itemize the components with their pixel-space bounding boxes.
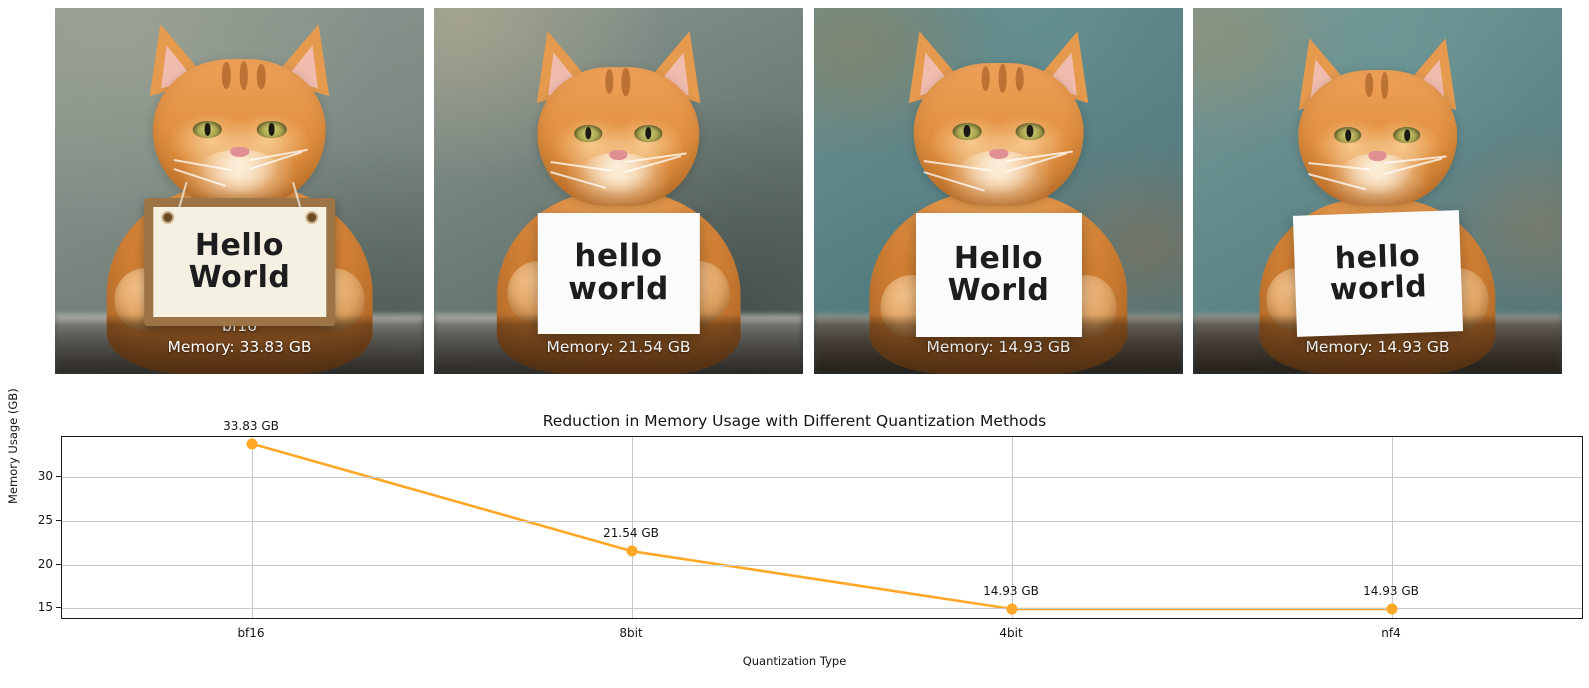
gridline-horizontal (62, 477, 1582, 479)
data-point-label: 21.54 GB (603, 526, 659, 541)
sign-text-line2: world (1328, 269, 1428, 309)
x-tick-label: nf4 (1381, 626, 1401, 640)
gallery-card-bf16[interactable]: Hello World bf16 Memory: 33.83 GB (55, 8, 424, 374)
sign-text-line1: Hello (194, 228, 285, 264)
data-point-label: 33.83 GB (223, 418, 279, 433)
y-tick-label: 30 (37, 469, 53, 484)
sign-text-line1: hello (574, 238, 663, 275)
data-point-label: 14.93 GB (1363, 583, 1419, 598)
gallery-card-8bit[interactable]: hello world 8bit Memory: 21.54 GB (434, 8, 803, 374)
caption-memory: Memory: 14.93 GB (1305, 337, 1450, 356)
caption-memory: Memory: 14.93 GB (926, 337, 1071, 356)
series-line (250, 442, 1394, 611)
y-axis-ticks: 30 25 20 15 (0, 436, 61, 619)
sign-text-line2: world (568, 271, 669, 308)
data-point-marker[interactable] (626, 545, 638, 557)
y-tick-label: 25 (37, 512, 53, 527)
gridline-vertical (632, 437, 633, 618)
sign-text-line2: World (947, 273, 1050, 309)
chart-line-series (250, 442, 1394, 611)
x-axis-label: Quantization Type (742, 654, 847, 668)
memory-usage-chart: Reduction in Memory Usage with Different… (0, 382, 1589, 688)
data-point-marker[interactable] (1386, 603, 1398, 615)
y-tick-mark (56, 563, 61, 565)
chart-title: Reduction in Memory Usage with Different… (542, 412, 1047, 430)
gridline-horizontal (62, 520, 1582, 522)
image-gallery-strip: Hello World bf16 Memory: 33.83 GB (0, 0, 1589, 382)
cat-sign-4bit: Hello World (915, 212, 1082, 338)
data-point-label: 14.93 GB (983, 583, 1039, 598)
gridline-horizontal (62, 564, 1582, 566)
data-point-marker[interactable] (246, 438, 258, 450)
x-tick-label: 8bit (619, 626, 643, 640)
cat-sign-8bit: hello world (537, 212, 700, 334)
cat-sign-nf4: hello world (1292, 210, 1463, 337)
y-tick-mark (56, 607, 61, 609)
data-point-marker[interactable] (1006, 603, 1018, 615)
cat-sign-bf16: Hello World (143, 182, 336, 327)
gridline-vertical (1012, 437, 1013, 618)
x-tick-label: 4bit (999, 626, 1023, 640)
sign-text-line1: Hello (953, 241, 1044, 277)
caption-memory: Memory: 33.83 GB (167, 337, 312, 356)
sign-text-line2: World (188, 260, 291, 296)
gridline-vertical (252, 437, 253, 618)
y-tick-mark (56, 519, 61, 522)
gallery-card-nf4[interactable]: hello world nf4 Memory: 14.93 GB (1193, 8, 1562, 374)
caption-memory: Memory: 21.54 GB (546, 337, 691, 356)
x-tick-label: bf16 (237, 626, 265, 640)
y-tick-label: 20 (37, 556, 53, 571)
y-tick-label: 15 (37, 600, 53, 615)
gridline-horizontal (62, 608, 1582, 610)
chart-plot-area (61, 436, 1583, 619)
gridline-vertical (1392, 437, 1393, 618)
y-tick-mark (56, 476, 61, 478)
gallery-card-4bit[interactable]: Hello World 4bit Memory: 14.93 GB (814, 8, 1183, 374)
